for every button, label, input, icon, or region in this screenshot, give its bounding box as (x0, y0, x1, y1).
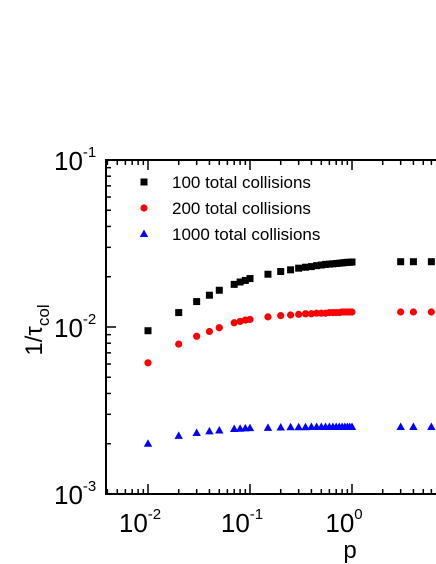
data-point-series-1 (313, 262, 321, 270)
data-point-series-2 (427, 308, 435, 316)
x-tick-label: 10-1 (221, 506, 263, 538)
data-point-series-1 (175, 309, 183, 317)
data-point-series-1 (322, 260, 330, 268)
data-point-series-1 (236, 278, 244, 286)
data-point-series-3 (276, 423, 285, 431)
data-point-series-1 (287, 266, 295, 274)
data-point-series-3 (347, 422, 357, 430)
data-point-series-1 (205, 291, 213, 299)
y-tick-label: 10-2 (54, 311, 96, 343)
data-point-series-2 (264, 313, 272, 321)
data-point-series-2 (175, 340, 183, 348)
data-point-series-3 (230, 424, 239, 433)
legend-label-2: 200 total collisions (172, 199, 311, 218)
data-point-series-1 (241, 276, 249, 284)
data-point-series-2 (301, 310, 310, 318)
data-point-series-3 (294, 422, 303, 431)
data-point-series-1 (246, 275, 254, 283)
data-point-series-3 (143, 439, 153, 447)
x-tick-label: 10-2 (119, 506, 161, 538)
y-axis-label-main: 1/τ (21, 326, 48, 356)
data-point-series-2 (215, 324, 223, 332)
legend-label-1: 100 total collisions (172, 173, 311, 192)
data-point-series-1 (409, 258, 417, 266)
data-point-series-1 (295, 264, 303, 272)
data-point-series-3 (396, 422, 405, 430)
data-point-series-2 (348, 308, 356, 316)
data-point-series-3 (245, 423, 255, 432)
legend-marker-1 (140, 178, 148, 186)
y-tick-label: 10-3 (54, 478, 96, 510)
data-point-series-1 (348, 258, 356, 266)
data-point-series-3 (427, 422, 436, 430)
data-point-series-1 (325, 260, 333, 268)
data-point-series-1 (230, 280, 238, 288)
data-point-series-3 (263, 423, 273, 431)
data-point-series-2 (277, 312, 285, 320)
data-point-series-1 (301, 263, 309, 271)
data-point-series-2 (295, 310, 303, 318)
data-point-series-2 (246, 315, 254, 324)
data-point-series-1 (427, 258, 435, 266)
data-point-series-3 (301, 422, 310, 431)
data-point-series-2 (205, 327, 214, 336)
y-axis-label-subscript: col (34, 304, 53, 326)
y-tick-label: 10-1 (54, 144, 96, 176)
x-axis-label: p (343, 537, 356, 564)
data-point-series-1 (307, 263, 315, 271)
legend-label-3: 1000 total collisions (172, 225, 320, 244)
data-point-series-2 (193, 332, 201, 340)
data-point-series-3 (409, 422, 418, 430)
legend-marker-2 (140, 204, 148, 212)
data-points (143, 258, 436, 447)
data-point-series-3 (174, 431, 183, 439)
data-point-series-2 (409, 308, 418, 316)
plot-frame (105, 159, 436, 495)
data-point-series-2 (144, 359, 152, 367)
data-point-series-3 (215, 426, 224, 434)
data-point-series-2 (286, 311, 295, 319)
legend: 100 total collisions 200 total collisions… (139, 173, 320, 244)
data-point-series-1 (264, 270, 272, 278)
x-tick-label: 100 (325, 506, 362, 538)
data-point-series-1 (193, 298, 201, 306)
data-point-series-3 (192, 428, 201, 436)
data-point-series-1 (317, 261, 325, 269)
data-point-series-3 (286, 422, 295, 431)
data-point-series-2 (307, 310, 316, 318)
data-point-series-2 (397, 308, 405, 316)
data-point-series-3 (205, 426, 214, 435)
y-axis-label: 1/τcol (21, 304, 53, 355)
tick-labels: 10-2 10-1 100 10-3 10-2 10-1 (54, 144, 363, 538)
legend-marker-3 (139, 229, 149, 237)
data-point-series-2 (230, 319, 238, 327)
data-point-series-1 (277, 267, 285, 275)
data-point-series-1 (144, 327, 152, 335)
data-point-series-1 (397, 258, 405, 266)
data-point-series-1 (215, 286, 223, 294)
